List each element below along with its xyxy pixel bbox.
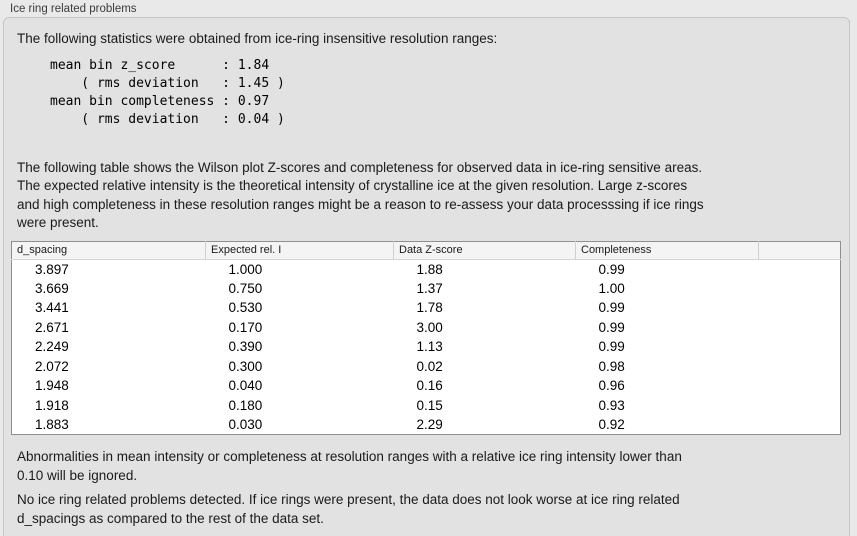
table-cell: 3.669 — [35, 280, 69, 296]
ice-table-container: d_spacing Expected rel. I Data Z-score C… — [11, 240, 841, 435]
table-cell: 0.92 — [598, 417, 625, 432]
table-cell: 1.88 — [416, 261, 443, 277]
table-cell: 2.29 — [416, 417, 443, 432]
ice-table-body: 3.897 1.000 1.88 0.99 3.669 0.750 1.37 1.00 3.44… — [12, 259, 841, 435]
table-cell: 3.00 — [416, 319, 443, 335]
table-cell: 0.98 — [598, 358, 625, 374]
column-header-d-spacing[interactable]: d_spacing — [11, 241, 206, 260]
table-cell: 0.040 — [228, 378, 263, 394]
table-header-row: d_spacing Expected rel. I Data Z-score C… — [11, 241, 841, 260]
table-row[interactable]: 1.883 0.030 2.29 0.92 — [12, 415, 841, 435]
table-cell — [759, 415, 841, 435]
column-header-expected-rel-i[interactable]: Expected rel. I — [205, 241, 394, 260]
table-row[interactable]: 3.897 1.000 1.88 0.99 — [12, 259, 841, 279]
table-cell — [759, 279, 841, 299]
table-cell — [759, 318, 841, 338]
table-cell: 1.918 — [35, 397, 69, 413]
table-row[interactable]: 2.072 0.300 0.02 0.98 — [12, 357, 841, 377]
column-header-empty — [758, 241, 841, 260]
table-cell: 3.441 — [35, 300, 69, 316]
table-cell: 1.948 — [35, 378, 69, 394]
table-cell — [759, 396, 841, 416]
conclusion-text: No ice ring related problems detected. I… — [17, 492, 680, 526]
table-cell: 0.750 — [228, 280, 263, 296]
table-cell: 0.180 — [228, 397, 263, 413]
table-cell: 1.37 — [416, 280, 443, 296]
table-cell: 2.072 — [35, 358, 69, 374]
table-cell — [759, 337, 841, 357]
table-cell: 0.530 — [228, 300, 263, 316]
table-cell: 0.99 — [598, 339, 625, 355]
ignore-note-text: Abnormalities in mean intensity or compl… — [17, 449, 682, 483]
table-cell: 3.897 — [35, 261, 69, 277]
column-header-data-z-score[interactable]: Data Z-score — [393, 241, 576, 260]
table-row[interactable]: 2.671 0.170 3.00 0.99 — [12, 318, 841, 338]
table-cell: 0.170 — [228, 319, 263, 335]
table-cell: 2.671 — [35, 319, 69, 335]
table-cell: 0.16 — [416, 378, 443, 394]
table-cell: 0.96 — [598, 378, 625, 394]
table-cell: 0.02 — [416, 358, 443, 374]
column-header-completeness[interactable]: Completeness — [575, 241, 759, 260]
group-box-title: Ice ring related problems — [10, 3, 137, 15]
table-cell: 0.99 — [598, 261, 625, 277]
table-cell — [759, 357, 841, 377]
ice-ring-panel: The following statistics were obtained f… — [3, 17, 850, 536]
table-row[interactable]: 3.669 0.750 1.37 1.00 — [12, 279, 841, 299]
table-cell — [759, 259, 841, 279]
stats-block: mean bin z_score : 1.84 ( rms deviation … — [50, 57, 285, 127]
table-cell: 0.300 — [228, 358, 263, 374]
table-cell: 1.00 — [598, 280, 625, 296]
table-cell — [759, 376, 841, 396]
table-row[interactable]: 1.918 0.180 0.15 0.93 — [12, 396, 841, 416]
table-cell: 0.030 — [228, 417, 263, 432]
table-description: The following table shows the Wilson plo… — [17, 159, 704, 231]
table-cell: 0.99 — [598, 300, 625, 316]
table-cell: 1.883 — [35, 417, 69, 432]
table-cell — [759, 298, 841, 318]
table-cell: 2.249 — [35, 339, 69, 355]
table-cell: 0.15 — [416, 397, 443, 413]
table-cell: 0.99 — [598, 319, 625, 335]
table-row[interactable]: 1.948 0.040 0.16 0.96 — [12, 376, 841, 396]
table-cell: 1.000 — [228, 261, 263, 277]
ice-ring-table: d_spacing Expected rel. I Data Z-score C… — [11, 240, 841, 435]
table-row[interactable]: 3.441 0.530 1.78 0.99 — [12, 298, 841, 318]
table-cell: 0.390 — [228, 339, 263, 355]
intro-text: The following statistics were obtained f… — [17, 31, 498, 46]
table-cell: 1.78 — [416, 300, 443, 316]
table-row[interactable]: 2.249 0.390 1.13 0.99 — [12, 337, 841, 357]
table-cell: 1.13 — [416, 339, 443, 355]
table-cell: 0.93 — [598, 397, 625, 413]
